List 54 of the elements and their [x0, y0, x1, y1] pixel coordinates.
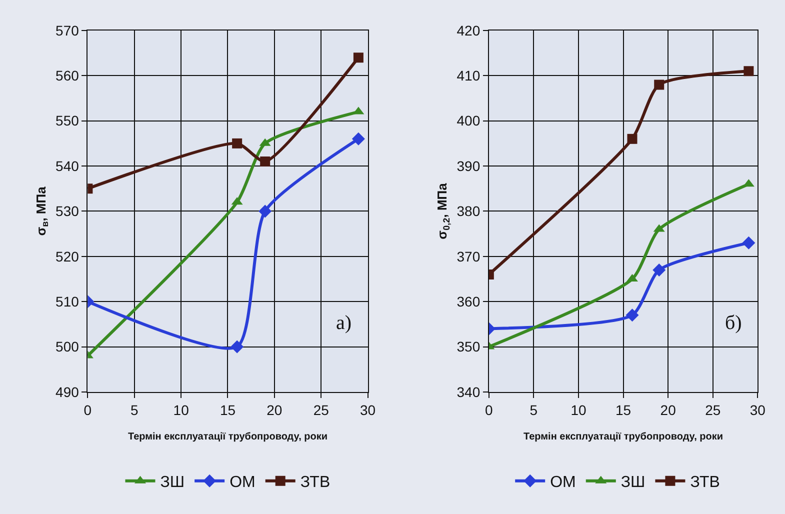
y-tick-label: 360	[456, 293, 480, 310]
y-tick-label: 390	[456, 158, 480, 174]
annotation: б)	[725, 312, 742, 334]
point	[626, 308, 639, 322]
x-tick-label: 20	[660, 402, 676, 418]
point	[654, 80, 664, 90]
x-tick-label: 0	[485, 402, 494, 418]
x-tick-label: 25	[705, 402, 721, 418]
legend-label: ЗШ	[160, 474, 185, 492]
y-tick-label: 520	[56, 248, 80, 264]
y-tick-label: 400	[456, 112, 480, 129]
x-axis-title: Термін експлуатації трубопроводу, роки	[524, 431, 724, 442]
x-tick-label: 5	[530, 402, 538, 418]
point	[258, 204, 272, 218]
point	[744, 66, 754, 76]
point	[352, 132, 365, 146]
y-tick-label: 530	[56, 203, 80, 220]
point	[230, 340, 244, 354]
x-tick-label: 10	[173, 402, 190, 418]
x-tick-label: 20	[266, 402, 282, 418]
x-tick-label: 10	[570, 402, 586, 418]
annotation: a)	[336, 312, 352, 334]
x-tick-label: 30	[750, 402, 766, 418]
y-tick-label: 550	[56, 112, 80, 129]
y-tick-label: 420	[456, 22, 480, 38]
point	[627, 134, 638, 144]
y-tick-label: 370	[456, 248, 480, 264]
y-tick-label: 540	[56, 158, 80, 174]
point	[353, 52, 364, 63]
y-tick-label: 500	[56, 338, 80, 355]
legend-label: ЗШ	[620, 474, 646, 492]
legend-label: ОМ	[230, 474, 256, 492]
y-tick-label: 410	[456, 68, 480, 84]
x-tick-label: 15	[220, 402, 236, 418]
x-tick-label: 0	[84, 402, 92, 418]
point	[260, 156, 270, 166]
y-tick-label: 380	[456, 203, 480, 220]
x-tick-label: 15	[615, 402, 632, 418]
x-tick-label: 25	[313, 402, 330, 418]
y-tick-label: 340	[456, 384, 480, 400]
legend-label: ЗТВ	[690, 474, 720, 492]
y-tick-label: 560	[56, 68, 80, 84]
legend-label: ОМ	[550, 474, 576, 492]
y-tick-label: 570	[56, 22, 80, 38]
x-tick-label: 30	[360, 402, 376, 418]
point	[742, 236, 756, 250]
x-axis-title: Термін експлуатації трубопроводу, роки	[128, 431, 328, 442]
point	[232, 138, 242, 148]
legend-label: ЗТВ	[300, 474, 330, 492]
y-tick-label: 350	[456, 338, 480, 355]
y-tick-label: 510	[56, 293, 80, 310]
y-tick-label: 490	[56, 384, 80, 400]
x-tick-label: 5	[130, 402, 138, 418]
point	[652, 263, 666, 276]
